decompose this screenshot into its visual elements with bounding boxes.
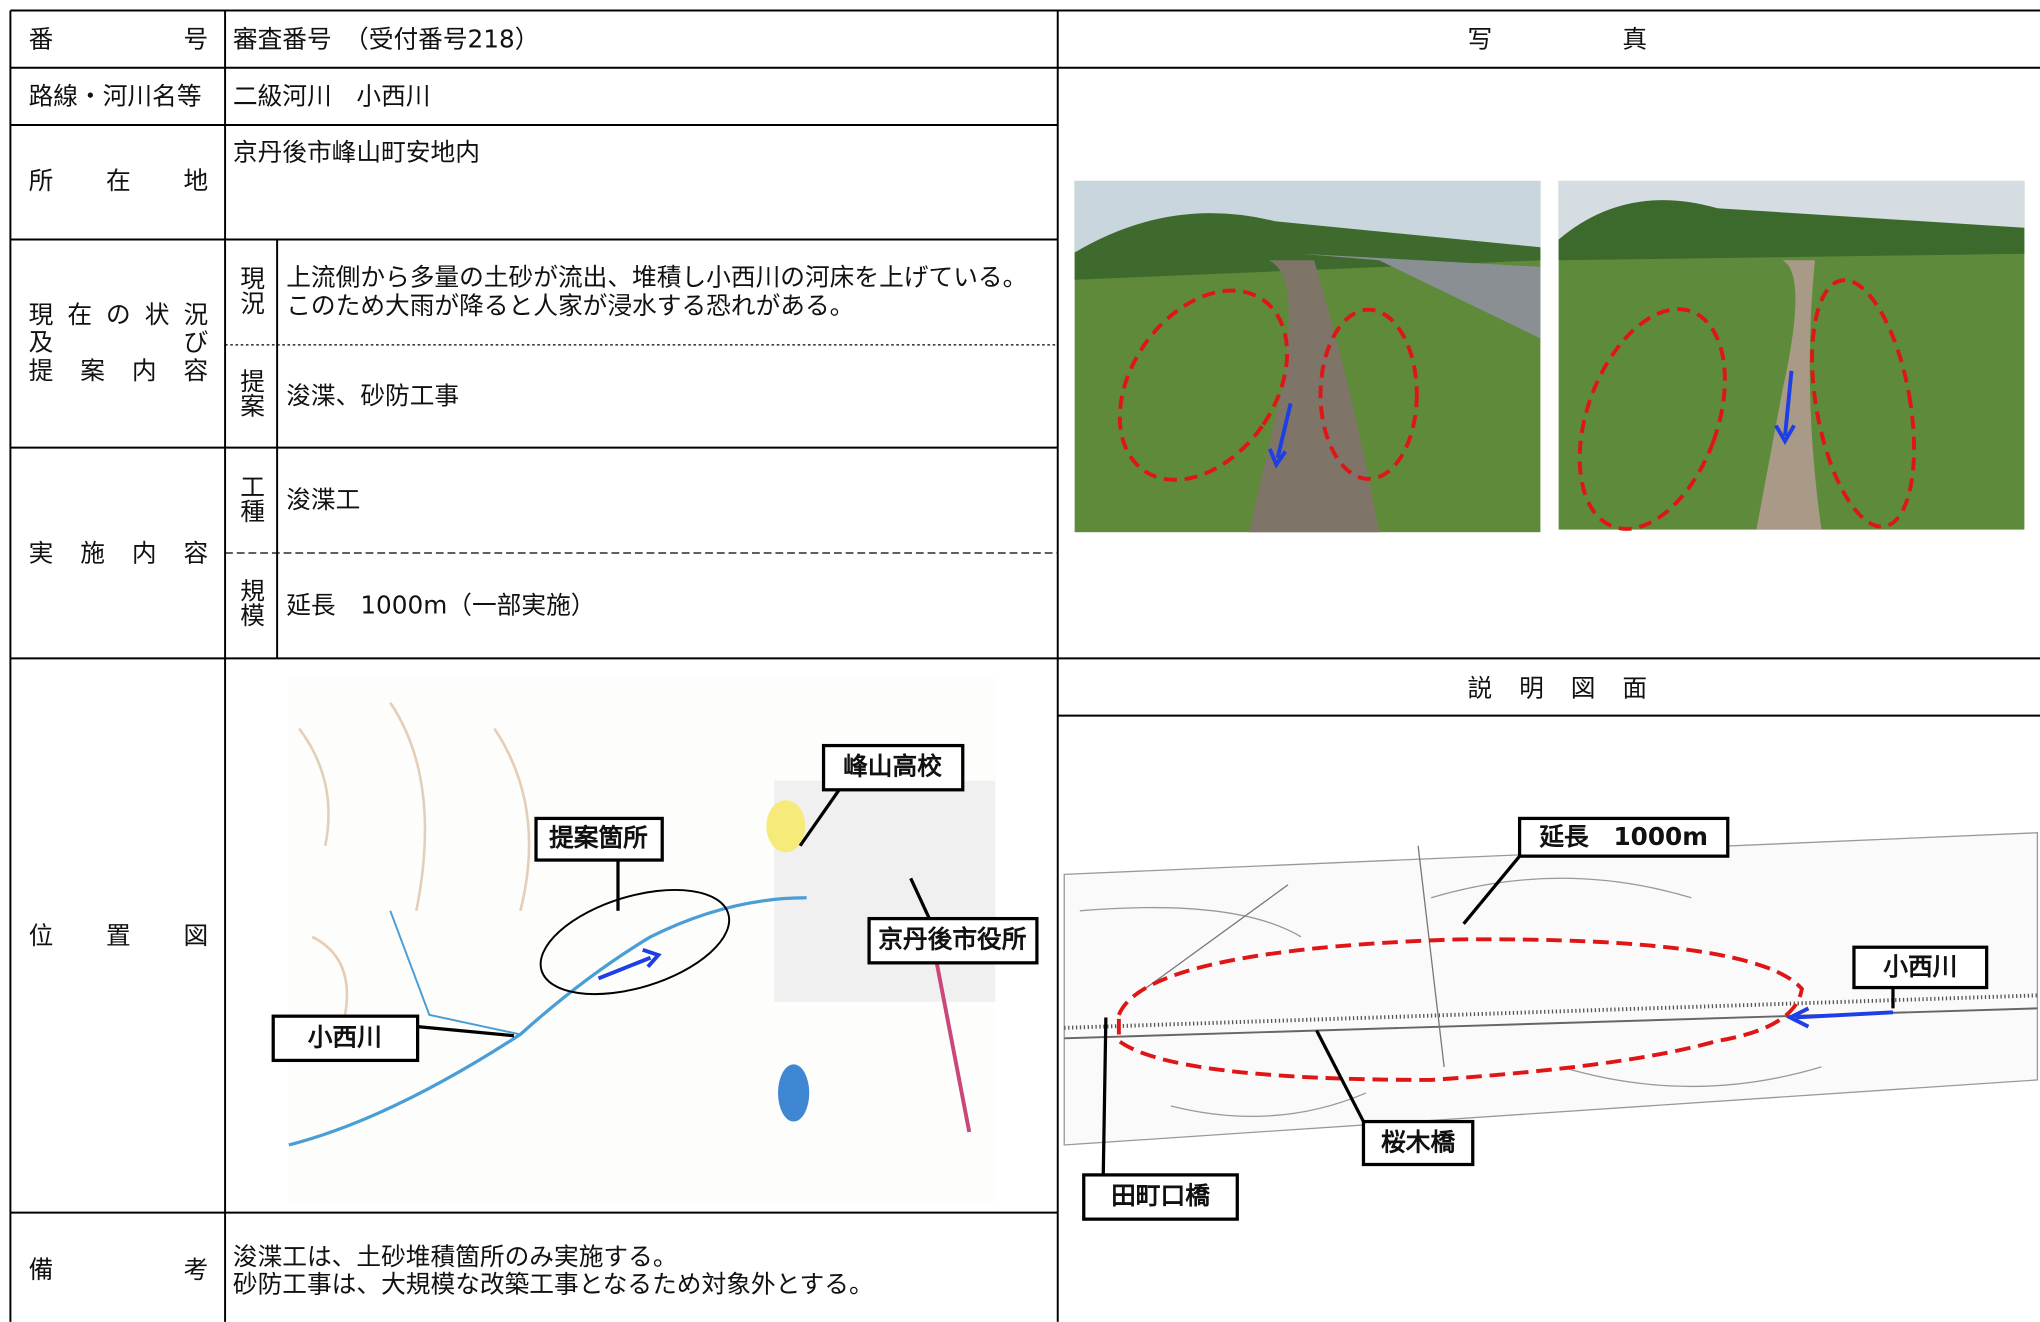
callout: 京丹後市役所 bbox=[878, 925, 1027, 954]
value: 二級河川 小西川 bbox=[233, 82, 431, 111]
label: 実 施 内 容 bbox=[29, 538, 209, 567]
table-lines bbox=[9, 9, 2040, 1322]
sub-label: 提案 bbox=[237, 368, 266, 418]
photo bbox=[1074, 180, 1541, 533]
sub-label: 現況 bbox=[237, 265, 266, 314]
callout: 小西川 bbox=[308, 1022, 382, 1051]
value: 上流側から多量の土砂が流出、堆積し小西川の河床を上げている。 bbox=[286, 263, 1027, 292]
value: このため大雨が降ると人家が浸水する恐れがある。 bbox=[286, 291, 854, 320]
value: 浚渫工は、土砂堆積箇所のみ実施する。 bbox=[233, 1242, 678, 1271]
callout: 峰山高校 bbox=[843, 752, 942, 781]
photo bbox=[1558, 180, 2025, 531]
location-map: 峰山高校 提案箇所 京丹後市役所 小西川 bbox=[271, 676, 1039, 1204]
callout: 小西川 bbox=[1883, 952, 1957, 981]
callout: 提案箇所 bbox=[549, 823, 648, 852]
value: 審査番号 （受付番号218） bbox=[233, 24, 540, 53]
value: 砂防工事は、大規模な改築工事となるため対象外とする。 bbox=[233, 1269, 874, 1298]
sub-label: 工種 bbox=[237, 474, 266, 523]
section-title: 説 明 図 面 bbox=[1468, 674, 1648, 703]
diagram-map: 延長 1000m 小西川 桜木橋 田町口橋 bbox=[1063, 816, 2039, 1221]
value: 浚渫工 bbox=[286, 485, 360, 514]
callout: 田町口橋 bbox=[1111, 1181, 1210, 1210]
sub-label: 規模 bbox=[237, 577, 266, 627]
label: 路線・河川名等 bbox=[29, 82, 202, 111]
value: 浚渫、砂防工事 bbox=[286, 381, 459, 410]
callout: 延長 1000m bbox=[1538, 822, 1708, 851]
value: 京丹後市峰山町安地内 bbox=[233, 138, 480, 167]
value: 延長 1000m（一部実施） bbox=[286, 590, 595, 619]
callout: 桜木橋 bbox=[1381, 1128, 1455, 1157]
